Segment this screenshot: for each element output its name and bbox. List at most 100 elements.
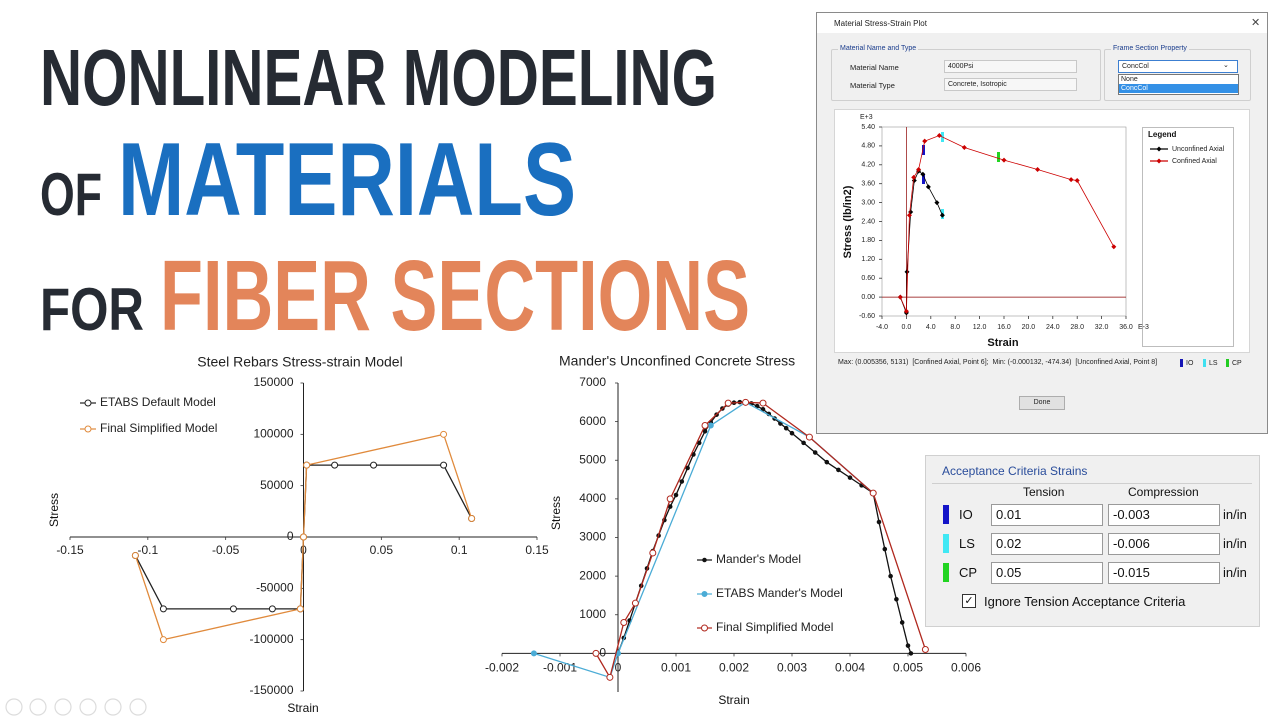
x-tick-label: 0.1 (451, 543, 468, 557)
dropdown-option[interactable]: ConcCol (1119, 84, 1238, 93)
data-point (685, 465, 690, 471)
compression-input[interactable]: -0.003 (1108, 504, 1220, 526)
data-point (742, 398, 750, 406)
data-point (440, 430, 448, 438)
y-tick-label: 6000 (579, 414, 606, 428)
headline: FIBER SECTIONS (160, 240, 750, 352)
cp-swatch (943, 563, 949, 582)
y-axis-label: Stress (549, 496, 563, 530)
data-point (869, 489, 877, 497)
x-tick-label: -0.05 (212, 543, 240, 557)
data-point (303, 461, 311, 469)
group-title: Frame Section Property (1111, 45, 1189, 52)
unit: in/in (1223, 507, 1247, 522)
ls-swatch (1203, 359, 1206, 367)
group-title: Material Name and Type (838, 45, 919, 52)
compression-input[interactable]: -0.006 (1108, 533, 1220, 555)
data-point (701, 421, 709, 429)
data-point (801, 440, 806, 446)
y-tick-label: 150000 (253, 375, 293, 389)
dropdown-option[interactable]: None (1121, 76, 1138, 83)
series-line (595, 401, 927, 680)
data-point (667, 504, 673, 509)
section-dropdown[interactable]: ConcCol (1118, 60, 1238, 73)
column-header: Compression (1128, 485, 1199, 499)
headline: OF (40, 161, 102, 228)
done-button[interactable]: Done (1019, 396, 1065, 410)
data-point (899, 620, 905, 625)
series-line (617, 401, 912, 654)
y-tick-label: -150000 (249, 683, 293, 697)
close-button[interactable]: ✕ (1251, 17, 1261, 29)
data-point (229, 605, 237, 613)
acceptance-panel: Acceptance Criteria Strains Tension Comp… (925, 455, 1260, 627)
data-point (905, 643, 911, 648)
data-point (530, 650, 537, 657)
y-tick-label: 0 (287, 529, 294, 543)
x-tick-label: 0.004 (835, 661, 865, 675)
x-axis-label: Strain (287, 701, 318, 715)
data-point (268, 605, 276, 613)
unit: in/in (1223, 536, 1247, 551)
data-point (759, 399, 767, 407)
x-tick-label: 0.006 (951, 661, 981, 675)
checkbox-label: Ignore Tension Acceptance Criteria (984, 594, 1186, 609)
data-point (876, 519, 882, 525)
limit-label: LS (1209, 360, 1218, 367)
legend-label: ETABS Mander's Model (716, 586, 843, 600)
x-tick-label: 0.003 (777, 661, 807, 675)
x-tick-label: -0.15 (56, 543, 84, 557)
y-axis-label: Stress (47, 493, 61, 527)
y-tick-label: 50000 (260, 478, 294, 492)
material-name: 4000Psi (944, 60, 1077, 73)
data-point (836, 467, 841, 473)
compression-input[interactable]: -0.015 (1108, 562, 1220, 584)
data-point (824, 459, 830, 465)
headline: NONLINEAR MODELING (40, 33, 717, 122)
data-point (370, 461, 378, 469)
data-point (882, 546, 888, 552)
x-tick-label: 0 (615, 661, 622, 675)
legend-label: ETABS Default Model (100, 395, 216, 409)
data-point (666, 495, 674, 503)
data-point (812, 450, 818, 455)
data-point (789, 430, 795, 436)
y-tick-label: 4000 (579, 491, 606, 505)
x-axis-label: Strain (718, 693, 749, 707)
x-tick-label: 0.005 (893, 661, 923, 675)
headline: FOR (40, 276, 144, 343)
data-point (620, 618, 628, 626)
data-point (592, 649, 600, 657)
legend-box (1142, 127, 1234, 347)
row-label: LS (959, 536, 975, 551)
data-point (894, 597, 899, 602)
data-point (440, 461, 448, 469)
io-swatch (1180, 359, 1183, 367)
x-tick-label: -0.1 (137, 543, 158, 557)
y-tick-label: 7000 (579, 375, 606, 389)
field-label: Material Type (850, 81, 895, 90)
data-point (921, 646, 929, 654)
limit-label: CP (1232, 360, 1242, 367)
x-tick-label: -0.002 (485, 661, 519, 675)
data-point (631, 599, 639, 607)
legend-marker (701, 591, 708, 597)
data-point (888, 573, 893, 579)
y-tick-label: 2000 (579, 568, 606, 582)
tension-input[interactable]: 0.02 (991, 533, 1103, 555)
data-point (702, 428, 708, 434)
x-tick-label: 0.15 (525, 543, 549, 557)
data-point (606, 673, 614, 681)
x-tick-label: 0.001 (661, 661, 691, 675)
y-tick-label: -50000 (256, 581, 294, 595)
row-label: IO (959, 507, 973, 522)
checkbox[interactable]: ✓ (962, 594, 976, 608)
dialog-title: Material Stress-Strain Plot (834, 19, 927, 28)
row-label: CP (959, 565, 978, 580)
column-header: Tension (1023, 485, 1065, 499)
tension-input[interactable]: 0.01 (991, 504, 1103, 526)
player-toolbar (5, 698, 147, 716)
tension-input[interactable]: 0.05 (991, 562, 1103, 584)
data-point (468, 515, 476, 523)
status-text: Max: (0.005356, 5131) [Confined Axial, P… (838, 359, 1158, 366)
